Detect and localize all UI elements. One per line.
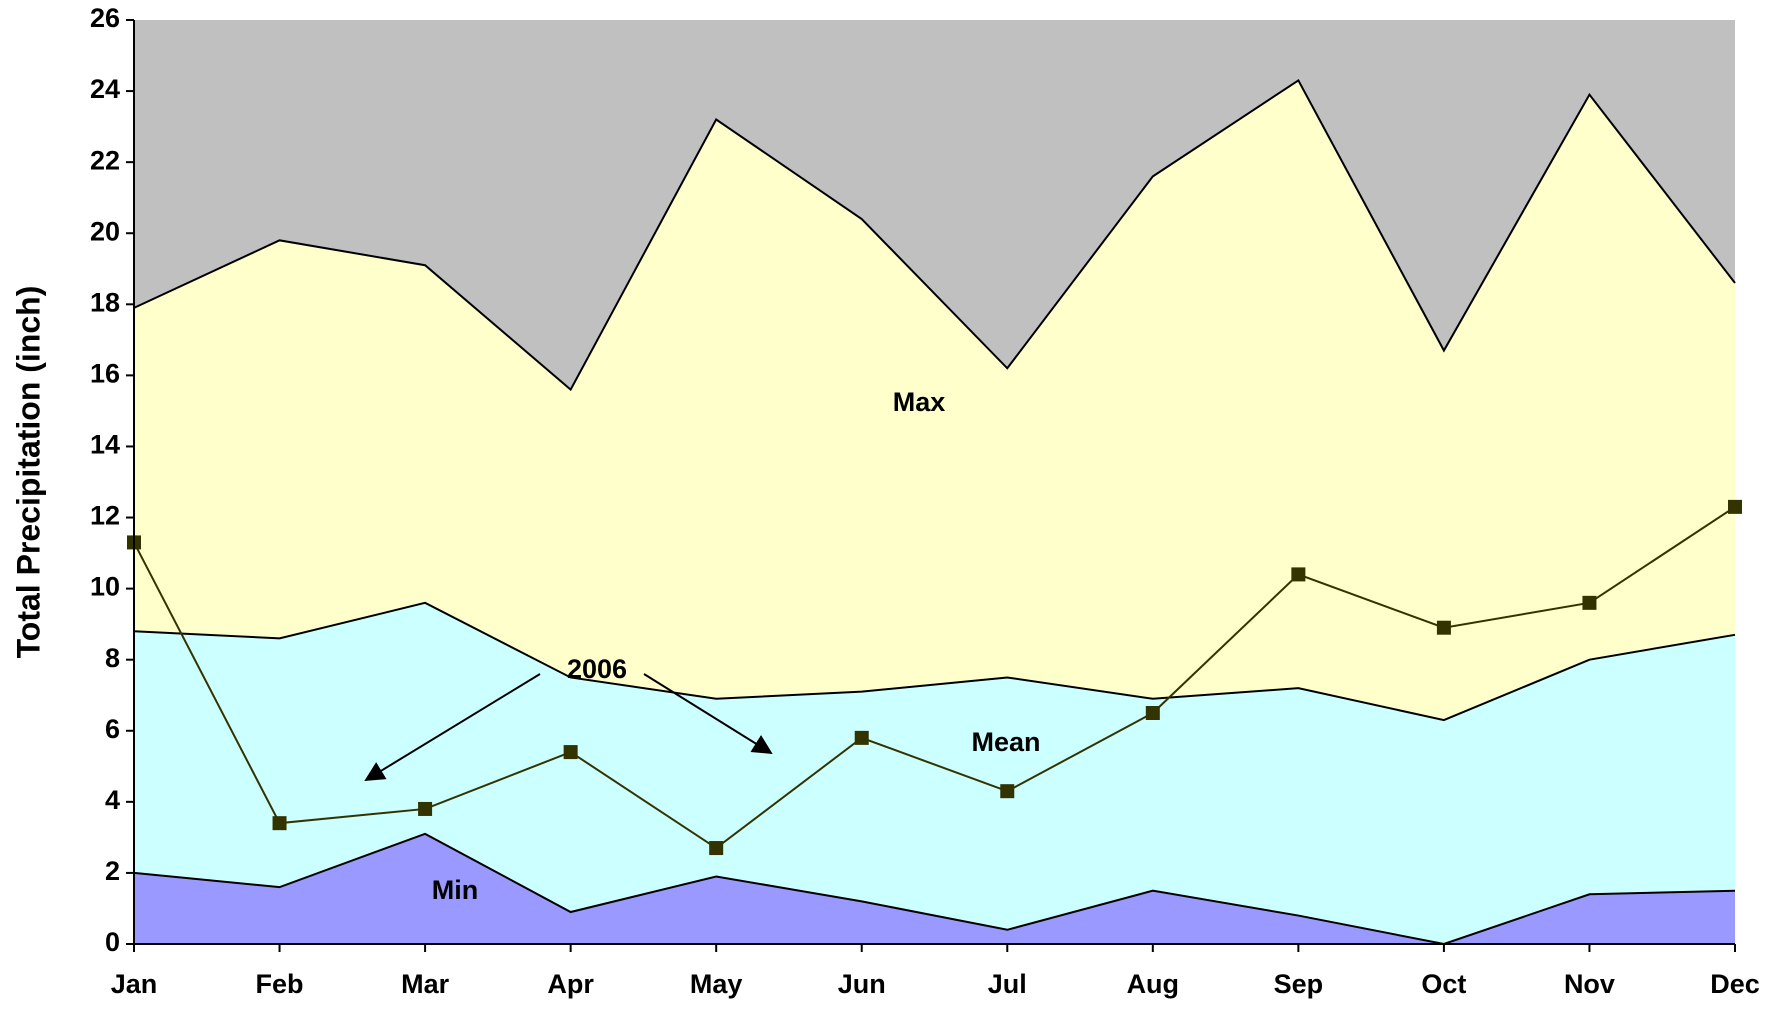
y-tick-label: 26 [90, 3, 120, 33]
area [134, 602, 1735, 944]
marker [1728, 499, 1742, 514]
y-tick-label: 14 [90, 430, 120, 460]
arrow [643, 673, 773, 755]
x-tick-label: Sep [1274, 969, 1324, 999]
y-tick-label: 2 [105, 856, 120, 886]
marker [1582, 595, 1597, 610]
y-tick-label: 6 [105, 714, 120, 744]
y-tick-label: 18 [90, 287, 120, 317]
x-tick-label: Mar [401, 969, 450, 999]
series-label: Max [893, 387, 946, 417]
arrow [364, 673, 541, 782]
y-tick-label: 16 [90, 359, 120, 389]
y-tick-label: 10 [90, 572, 120, 602]
y-tick-label: 22 [90, 145, 120, 175]
area-outline [133, 832, 1736, 946]
series-label: 2006 [567, 654, 627, 684]
marker [1291, 567, 1306, 582]
y-axis-label: Total Precipitation (inch) [10, 286, 46, 659]
x-tick-label: Jun [838, 969, 886, 999]
marker [854, 730, 869, 745]
marker [1436, 620, 1451, 635]
series-label: Mean [971, 727, 1040, 757]
area [134, 833, 1735, 944]
y-tick-label: 12 [90, 501, 120, 531]
area-outline [133, 78, 1736, 392]
series-label: Min [432, 875, 479, 905]
x-tick-label: Aug [1127, 969, 1179, 999]
x-tick-label: May [690, 969, 743, 999]
line [133, 506, 1736, 850]
marker [1000, 784, 1015, 799]
x-tick-label: Jul [988, 969, 1027, 999]
x-tick-label: Nov [1564, 969, 1615, 999]
marker [272, 816, 287, 831]
x-tick-label: Feb [256, 969, 304, 999]
marker [418, 801, 433, 816]
y-tick-label: 24 [90, 74, 120, 104]
y-tick-label: 4 [105, 785, 120, 815]
marker [709, 841, 724, 856]
x-tick-label: Jan [111, 969, 158, 999]
marker [563, 745, 578, 760]
area-outline [133, 601, 1736, 722]
marker [1145, 706, 1160, 720]
x-tick-label: Apr [547, 969, 594, 999]
y-tick-label: 0 [105, 927, 120, 957]
x-tick-label: Oct [1421, 969, 1466, 999]
y-tick-label: 8 [105, 643, 120, 673]
y-tick-label: 20 [90, 216, 120, 246]
x-tick-label: Dec [1710, 969, 1760, 999]
